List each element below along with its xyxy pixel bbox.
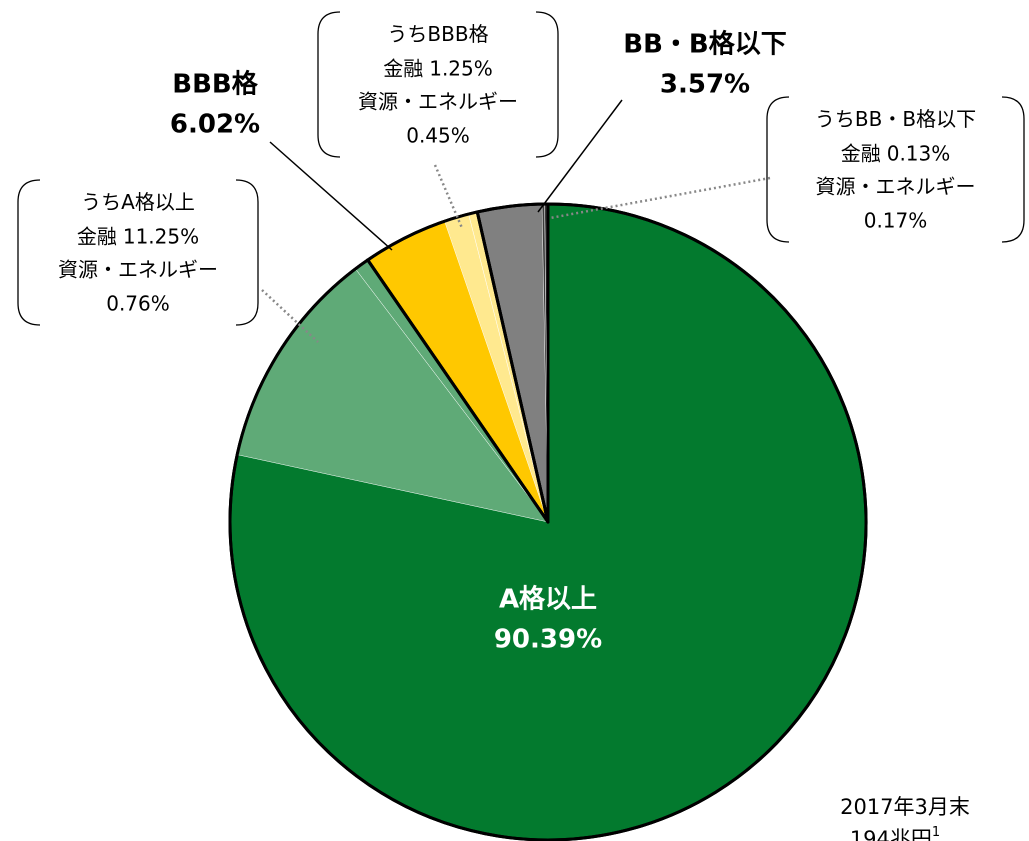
item-name: 金融 <box>383 56 423 80</box>
dotted-leader <box>549 176 771 220</box>
slice-outline <box>475 202 550 524</box>
item-value: 1.25% <box>429 56 493 80</box>
total-value: 194兆円 <box>850 827 932 841</box>
value-label: 3.57% <box>660 70 750 100</box>
breakdown-title: うちA格以上 <box>81 190 195 214</box>
dotted-leader <box>433 164 464 229</box>
note: 2017年3月末 <box>840 795 970 819</box>
item-name: 金融 <box>77 224 117 248</box>
item-name: 金融 <box>841 141 881 165</box>
category-label: BB・B格以下 <box>623 29 786 60</box>
item-value: 0.76% <box>106 291 170 315</box>
slice-outline <box>228 202 868 841</box>
leader-line <box>537 99 623 213</box>
item-value: 11.25% <box>123 224 199 248</box>
total: 194兆円1 <box>850 825 940 841</box>
item-value: 0.17% <box>864 208 928 232</box>
item-value: 0.13% <box>887 141 951 165</box>
breakdown-title: うちBBB格 <box>387 22 488 46</box>
breakdown-line: 金融 11.25% <box>77 224 199 248</box>
item-value: 0.45% <box>406 123 470 147</box>
footnote: 1 <box>932 825 940 840</box>
breakdown-title: うちBB・B格以下 <box>815 107 976 131</box>
value-label: 90.39% <box>494 625 602 655</box>
breakdown-line: 金融 0.13% <box>841 141 951 165</box>
item-name: 資源・エネルギー <box>816 175 976 199</box>
item-name: 資源・エネルギー <box>58 258 218 282</box>
value-label: 6.02% <box>170 110 260 140</box>
pie <box>228 202 868 841</box>
leader-line <box>269 141 393 251</box>
category-label: BBB格 <box>172 69 258 100</box>
category-label: A格以上 <box>499 584 597 615</box>
bracket <box>766 96 1025 243</box>
bracket <box>17 179 259 326</box>
slice-outline <box>366 210 550 524</box>
item-name: 資源・エネルギー <box>358 90 518 114</box>
breakdown-line: 金融 1.25% <box>383 56 493 80</box>
bracket <box>317 11 559 158</box>
